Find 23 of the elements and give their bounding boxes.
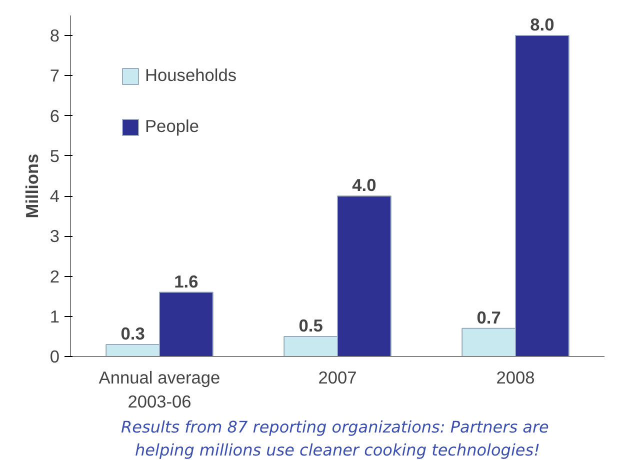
y-tick-label: 1 [50, 306, 60, 326]
y-axis-title: Millions [22, 154, 42, 218]
y-tick-label: 5 [50, 146, 60, 166]
data-label: 8.0 [530, 14, 554, 35]
text: Results from 87 reporting organizations: Partners are [121, 418, 550, 436]
data-label: 0.3 [120, 323, 146, 344]
y-tick-label: 2 [50, 266, 60, 286]
x-tick-label: 2008 [496, 368, 535, 388]
x-tick-label: 2007 [318, 368, 357, 388]
y-tick-label: 7 [50, 66, 60, 86]
data-label: 1.6 [174, 271, 199, 292]
x-tick-label: Annual average 2003-06 [98, 368, 220, 412]
legend-label: People [145, 116, 199, 137]
data-label: 4.0 [352, 175, 376, 196]
y-tick-label: 4 [50, 186, 60, 206]
text: helping millions use cleaner cooking technologies! [135, 440, 540, 460]
data-label: 0.5 [298, 315, 324, 336]
y-tick-label: 6 [50, 106, 60, 126]
data-label: 0.7 [476, 307, 501, 328]
legend-label: Households [145, 65, 237, 86]
y-tick-label: 3 [50, 226, 60, 246]
y-tick-label: 0 [50, 346, 60, 366]
y-tick-label: 8 [50, 26, 60, 46]
